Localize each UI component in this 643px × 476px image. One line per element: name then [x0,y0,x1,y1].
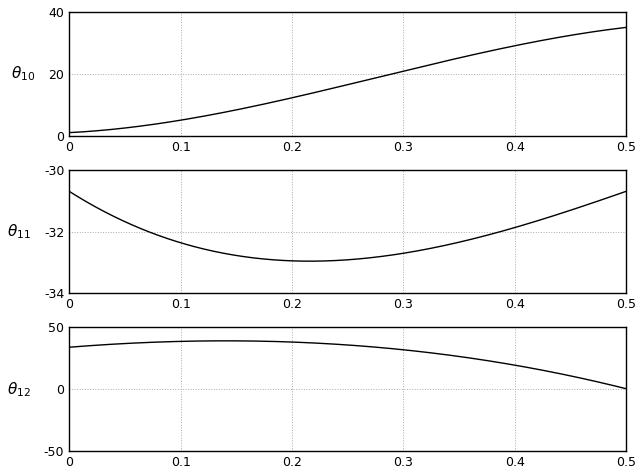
Y-axis label: $\theta_{10}$: $\theta_{10}$ [12,64,35,83]
Y-axis label: $\theta_{12}$: $\theta_{12}$ [7,380,31,399]
Y-axis label: $\theta_{11}$: $\theta_{11}$ [7,222,31,241]
